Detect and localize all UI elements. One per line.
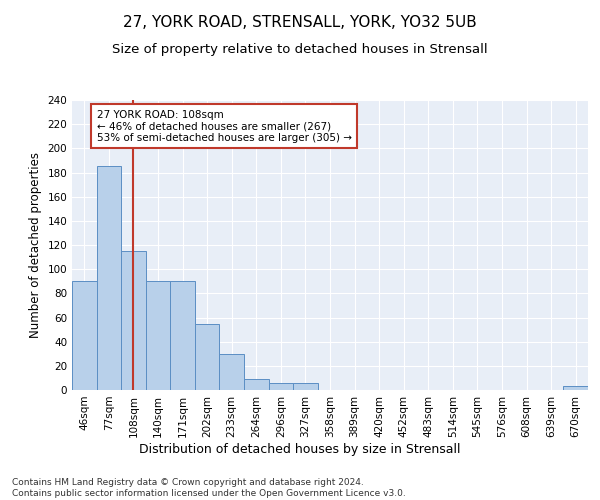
Text: 27 YORK ROAD: 108sqm
← 46% of detached houses are smaller (267)
53% of semi-deta: 27 YORK ROAD: 108sqm ← 46% of detached h…	[97, 110, 352, 143]
Text: Contains HM Land Registry data © Crown copyright and database right 2024.
Contai: Contains HM Land Registry data © Crown c…	[12, 478, 406, 498]
Text: 27, YORK ROAD, STRENSALL, YORK, YO32 5UB: 27, YORK ROAD, STRENSALL, YORK, YO32 5UB	[123, 15, 477, 30]
Text: Distribution of detached houses by size in Strensall: Distribution of detached houses by size …	[139, 442, 461, 456]
Bar	[146, 281, 170, 390]
Text: Size of property relative to detached houses in Strensall: Size of property relative to detached ho…	[112, 42, 488, 56]
Bar	[121, 251, 146, 390]
Bar	[220, 354, 244, 390]
Bar	[97, 166, 121, 390]
Bar	[269, 383, 293, 390]
Bar	[195, 324, 220, 390]
Bar	[293, 383, 318, 390]
Bar	[244, 379, 269, 390]
Bar	[170, 281, 195, 390]
Y-axis label: Number of detached properties: Number of detached properties	[29, 152, 42, 338]
Bar	[563, 386, 588, 390]
Bar	[72, 281, 97, 390]
